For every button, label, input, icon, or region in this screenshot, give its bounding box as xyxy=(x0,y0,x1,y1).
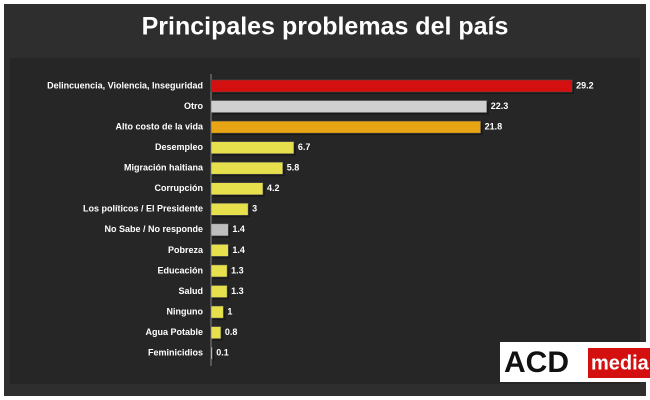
category-label: Educación xyxy=(157,265,203,275)
category-label: Alto costo de la vida xyxy=(115,121,204,131)
value-label: 4.2 xyxy=(267,183,280,193)
bar-shadow xyxy=(213,349,215,362)
bar xyxy=(210,79,573,93)
value-label: 1.3 xyxy=(231,265,244,275)
category-label: Corrupción xyxy=(155,183,204,193)
logo: ACD media xyxy=(500,342,650,382)
bar xyxy=(210,182,264,195)
bar xyxy=(210,346,213,360)
chart-title: Principales problemas del país xyxy=(142,13,509,41)
category-label: Migración haitiana xyxy=(124,163,204,173)
value-label: 0.8 xyxy=(225,327,238,337)
value-label: 1 xyxy=(227,306,232,316)
category-label: Feminicidios xyxy=(148,348,203,358)
category-label: Ninguno xyxy=(167,306,204,316)
value-label: 1.4 xyxy=(232,245,245,255)
bar xyxy=(210,326,222,339)
value-label: 3 xyxy=(252,204,257,214)
bar xyxy=(210,203,249,216)
category-label: Otro xyxy=(184,101,204,111)
logo-red-box xyxy=(588,348,650,378)
category-label: No Sabe / No responde xyxy=(104,224,203,234)
value-label: 5.8 xyxy=(287,163,300,173)
logo-suffix: media xyxy=(591,352,650,374)
category-label: Agua Potable xyxy=(145,327,203,337)
bar xyxy=(210,120,481,134)
bar xyxy=(210,244,229,257)
category-label: Salud xyxy=(178,286,203,296)
bar xyxy=(210,100,488,113)
value-label: 22.3 xyxy=(491,101,509,111)
category-label: Los políticos / El Presidente xyxy=(83,204,203,214)
value-label: 29.2 xyxy=(576,80,594,90)
value-label: 1.4 xyxy=(232,224,245,234)
value-label: 6.7 xyxy=(298,142,311,152)
category-label: Delincuencia, Violencia, Inseguridad xyxy=(47,80,203,90)
category-label: Desempleo xyxy=(155,142,204,152)
bar xyxy=(210,161,283,175)
value-label: 21.8 xyxy=(485,121,503,131)
bar xyxy=(210,264,228,278)
bar xyxy=(210,305,224,319)
bar xyxy=(210,141,295,154)
value-label: 1.3 xyxy=(231,286,244,296)
logo-brand: ACD xyxy=(504,346,569,379)
bar xyxy=(210,285,228,298)
category-label: Pobreza xyxy=(168,245,204,255)
value-label: 0.1 xyxy=(216,348,229,358)
bar xyxy=(210,223,229,237)
